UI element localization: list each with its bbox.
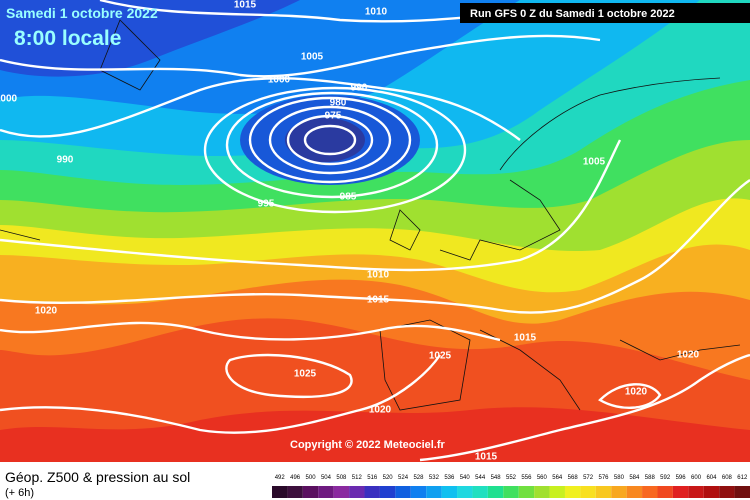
run-box [460,3,750,23]
legend-label: 612 [737,475,748,481]
isobar-label: 1020 [369,405,392,416]
legend-label: 544 [475,475,486,481]
legend-swatch [441,486,458,498]
legend-swatch [302,486,319,498]
legend-swatch [642,486,658,498]
legend-label: 552 [506,475,517,481]
legend-label: 564 [552,475,563,481]
legend: 492 496 500 504 508 512 516 520 524 528 532 536 540 5… [272,475,750,498]
legend-label: 568 [568,475,579,481]
legend-swatch [719,486,735,498]
isobar-label: 980 [330,98,347,109]
isobar-label: 1025 [429,351,452,362]
legend-swatch [503,486,519,498]
legend-swatch [395,486,411,498]
legend-label: 576 [599,475,610,481]
legend-label: 508 [336,475,347,481]
legend-label: 500 [306,475,317,481]
legend-label: 572 [583,475,594,481]
legend-swatch [595,486,612,498]
legend-label: 520 [383,475,394,481]
isobar-label: 1005 [583,157,606,168]
legend-swatch [472,486,488,498]
legend-swatch [349,486,365,498]
legend-swatch [549,486,565,498]
legend-swatch [333,486,350,498]
isobar-label: 1010 [367,270,390,281]
isobar-label: 1015 [475,452,498,463]
isobar-label: 1020 [35,306,58,317]
legend-swatch [564,486,581,498]
legend-label: 588 [645,475,656,481]
legend-label: 556 [521,475,532,481]
legend-label: 528 [413,475,424,481]
isobar-label: 1005 [301,52,324,63]
legend-swatch [626,486,643,498]
legend-label: 540 [460,475,471,481]
isobar-labels: 1015 1010 1005 1000 1000 990 980 975 990… [0,0,700,463]
legend-label: 584 [629,475,640,481]
legend-label: 504 [321,475,332,481]
local-time: 8:00 locale [14,27,121,50]
legend-swatch [379,486,396,498]
legend-swatch [703,486,720,498]
legend-swatch [657,486,673,498]
legend-label: 536 [444,475,455,481]
legend-label: 524 [398,475,409,481]
copyright: Copyright © 2022 Meteociel.fr [290,439,446,451]
legend-label: 596 [676,475,687,481]
isobar-label: 1015 [514,333,537,344]
legend-label: 560 [537,475,548,481]
isobar-label: 995 [258,199,275,210]
legend-label: 600 [691,475,702,481]
legend-swatch [518,486,535,498]
date: Samedi 1 octobre 2022 [6,5,158,21]
legend-swatch [580,486,596,498]
legend-label: 512 [352,475,363,481]
legend-label: 532 [429,475,440,481]
legend-label: 548 [491,475,502,481]
isobar-label: 1015 [367,295,390,306]
legend-label: 580 [614,475,625,481]
legend-label: 516 [367,475,378,481]
isobar-label: 990 [351,83,368,94]
legend-label: 592 [660,475,671,481]
legend-swatch [318,486,334,498]
legend-swatch [734,486,750,498]
legend-swatch [410,486,427,498]
isobar-label: 1020 [677,350,700,361]
isobars [0,0,750,462]
legend-label: 604 [706,475,717,481]
isobar-label: 1020 [625,387,648,398]
legend-swatch [688,486,704,498]
legend-swatch [457,486,473,498]
legend-swatch [611,486,627,498]
isobar-label: 985 [340,192,357,203]
footer-step: (+ 6h) [5,487,34,499]
legend-label: 496 [290,475,301,481]
legend-swatch [534,486,550,498]
isobar-label: 990 [57,155,74,166]
legend-swatch [426,486,442,498]
legend-label: 608 [722,475,733,481]
legend-swatch [364,486,380,498]
footer-title: Géop. Z500 & pression au sol [5,469,190,485]
isobar-label: 1010 [365,7,388,18]
legend-label: 492 [275,475,286,481]
isobar-label: 1000 [0,94,18,105]
legend-swatch [287,486,303,498]
legend-swatch [272,486,288,498]
isobar-label: 1015 [234,0,257,11]
coastlines [0,19,741,411]
isobar-label: 1025 [294,369,317,380]
isobar-label: 1000 [268,75,291,86]
legend-swatch [487,486,504,498]
isobar-label: 975 [325,111,342,122]
legend-swatch [672,486,689,498]
run-info: Run GFS 0 Z du Samedi 1 octobre 2022 [470,8,675,20]
